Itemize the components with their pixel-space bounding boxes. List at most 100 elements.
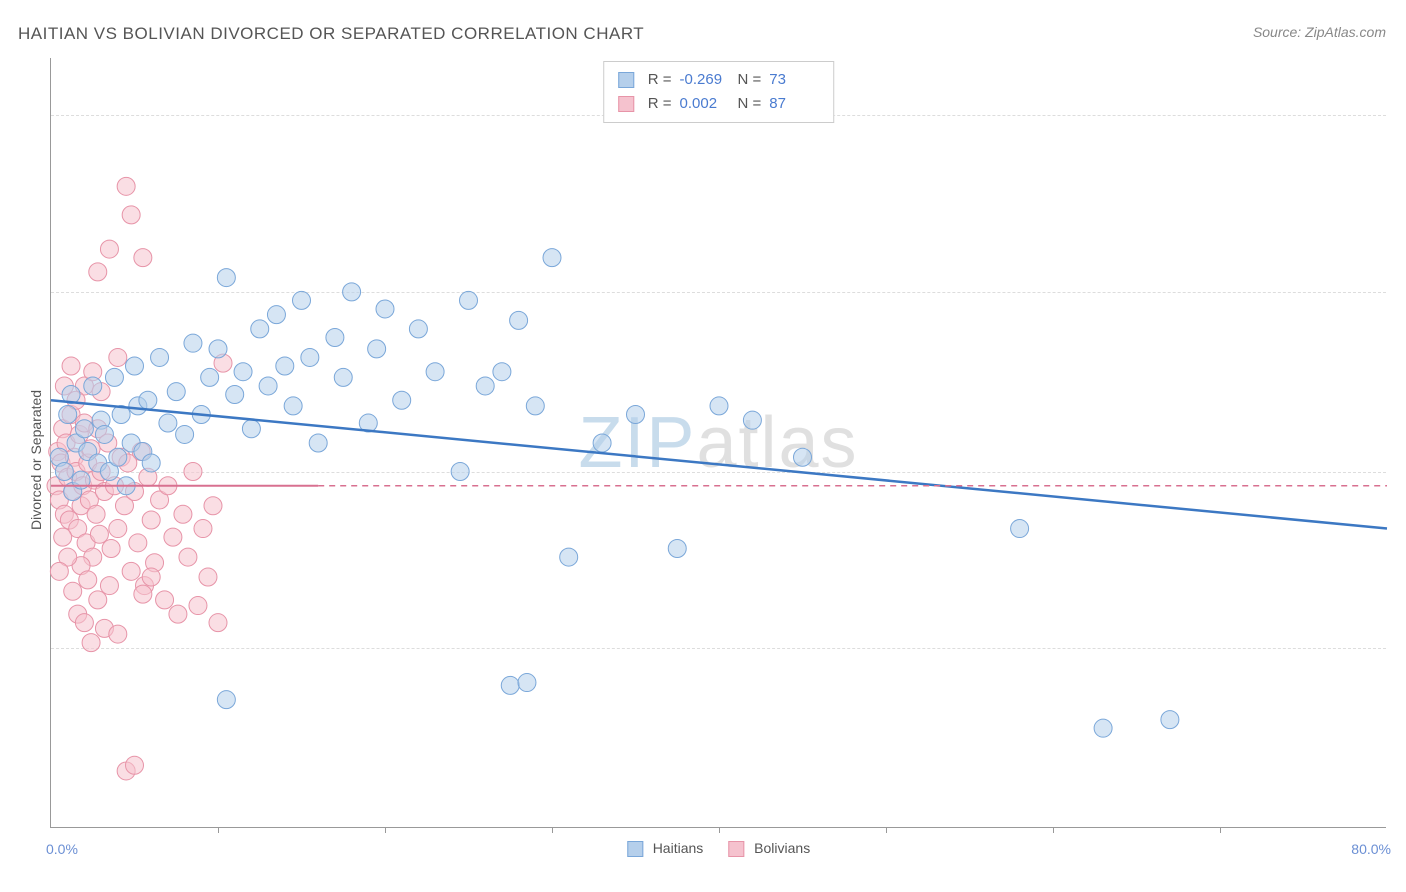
stats-legend-box: R = -0.269 N = 73 R = 0.002 N = 87 [603,61,835,123]
scatter-point [142,511,160,529]
scatter-point [109,348,127,366]
legend-swatch-haitians [618,72,634,88]
scatter-point [126,756,144,774]
scatter-point [743,411,761,429]
scatter-point [126,357,144,375]
y-tick-label: 18.8% [1396,304,1406,320]
x-tick [886,827,887,833]
legend-swatch-bottom-bolivians [728,841,744,857]
scatter-point [209,340,227,358]
scatter-point [199,568,217,586]
scatter-point [493,363,511,381]
scatter-point [156,591,174,609]
scatter-point [55,463,73,481]
stats-row-bolivians: R = 0.002 N = 87 [618,92,820,116]
r-value-haitians: -0.269 [680,68,730,92]
x-axis-max-label: 80.0% [1351,841,1391,857]
scatter-point [627,405,645,423]
chart-title: HAITIAN VS BOLIVIAN DIVORCED OR SEPARATE… [18,24,644,44]
y-tick-label: 6.3% [1396,660,1406,676]
scatter-point [343,283,361,301]
scatter-point [393,391,411,409]
scatter-point [184,334,202,352]
scatter-point [167,383,185,401]
scatter-point [105,368,123,386]
scatter-point [794,448,812,466]
scatter-point [451,463,469,481]
scatter-point [710,397,728,415]
scatter-point [82,634,100,652]
r-value-bolivians: 0.002 [680,92,730,116]
legend-item-haitians: Haitians [627,840,703,857]
scatter-point [117,177,135,195]
scatter-point [526,397,544,415]
scatter-point [368,340,386,358]
x-tick [552,827,553,833]
scatter-point [139,391,157,409]
scatter-point [59,405,77,423]
scatter-point [62,357,80,375]
scatter-point [301,348,319,366]
scatter-point [518,674,536,692]
scatter-point [176,425,194,443]
scatter-point [95,425,113,443]
scatter-point [284,397,302,415]
scatter-point [460,291,478,309]
y-axis-label: Divorced or Separated [28,390,44,530]
scatter-point [242,420,260,438]
scatter-point [334,368,352,386]
source-attribution: Source: ZipAtlas.com [1253,24,1386,40]
legend-swatch-bolivians [618,96,634,112]
scatter-point [102,540,120,558]
scatter-point [84,377,102,395]
x-tick [719,827,720,833]
scatter-point [204,497,222,515]
scatter-point [122,562,140,580]
scatter-point [326,328,344,346]
scatter-point [109,625,127,643]
scatter-point [89,263,107,281]
scatter-point [164,528,182,546]
scatter-point [50,562,68,580]
scatter-point [409,320,427,338]
chart-svg [51,58,1386,827]
legend-bottom: Haitians Bolivians [627,840,810,857]
scatter-point [174,505,192,523]
scatter-point [87,505,105,523]
scatter-point [109,520,127,538]
scatter-point [259,377,277,395]
scatter-point [1094,719,1112,737]
scatter-point [184,463,202,481]
scatter-point [122,206,140,224]
trend-line [51,400,1387,528]
scatter-point [134,249,152,267]
x-tick [1220,827,1221,833]
scatter-point [194,520,212,538]
x-tick [1053,827,1054,833]
y-tick-label: 12.5% [1396,484,1406,500]
scatter-point [593,434,611,452]
scatter-point [543,249,561,267]
legend-item-bolivians: Bolivians [728,840,810,857]
scatter-point [476,377,494,395]
scatter-point [293,291,311,309]
scatter-point [100,240,118,258]
plot-area: ZIPatlas 6.3%12.5%18.8%25.0% R = -0.269 … [50,58,1386,828]
scatter-point [142,568,160,586]
scatter-point [109,448,127,466]
x-tick [385,827,386,833]
n-value-bolivians: 87 [769,92,819,116]
scatter-point [226,386,244,404]
x-axis-min-label: 0.0% [46,841,78,857]
scatter-point [209,614,227,632]
scatter-point [129,534,147,552]
legend-swatch-bottom-haitians [627,841,643,857]
scatter-point [668,540,686,558]
x-tick [218,827,219,833]
y-tick-label: 25.0% [1396,127,1406,143]
scatter-point [1161,711,1179,729]
scatter-point [234,363,252,381]
scatter-point [64,582,82,600]
scatter-point [75,614,93,632]
scatter-point [169,605,187,623]
